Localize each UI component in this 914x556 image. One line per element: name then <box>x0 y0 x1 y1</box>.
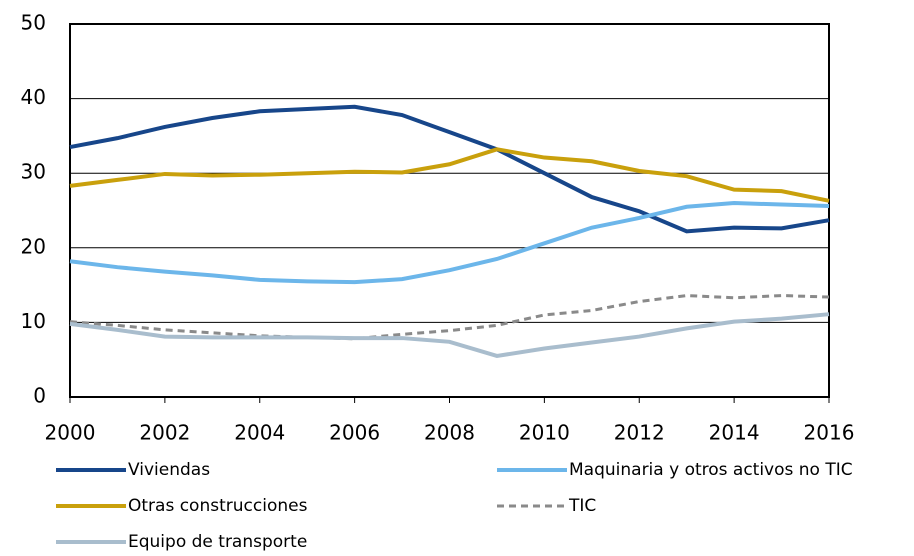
plot-border <box>69 23 830 398</box>
x-tick-label: 2010 <box>519 421 570 445</box>
series-line <box>69 294 830 341</box>
series-line <box>69 104 830 234</box>
x-tick-label: 2002 <box>139 421 190 445</box>
x-tick-label: 2014 <box>709 421 760 445</box>
x-tick-label: 2000 <box>45 421 96 445</box>
y-tick-label: 20 <box>21 234 46 258</box>
x-tick-label: 2008 <box>424 421 475 445</box>
series-line <box>69 201 830 285</box>
legend-label: Equipo de transporte <box>128 532 307 552</box>
x-tick-label: 2016 <box>804 421 855 445</box>
series-line <box>69 312 830 359</box>
y-tick-label: 50 <box>21 11 46 35</box>
legend-label: Maquinaria y otros activos no TIC <box>569 460 853 480</box>
legend-label: Viviendas <box>128 460 210 480</box>
x-tick-label: 2006 <box>329 421 380 445</box>
legend-label: Otras construcciones <box>128 496 308 516</box>
y-tick-label: 0 <box>33 384 46 408</box>
y-tick-label: 40 <box>21 85 46 109</box>
y-tick-label: 10 <box>21 309 46 333</box>
legend-label: TIC <box>568 496 596 516</box>
series-line <box>69 147 830 203</box>
y-tick-label: 30 <box>21 160 46 184</box>
x-tick-label: 2012 <box>614 421 665 445</box>
x-tick-label: 2004 <box>234 421 285 445</box>
